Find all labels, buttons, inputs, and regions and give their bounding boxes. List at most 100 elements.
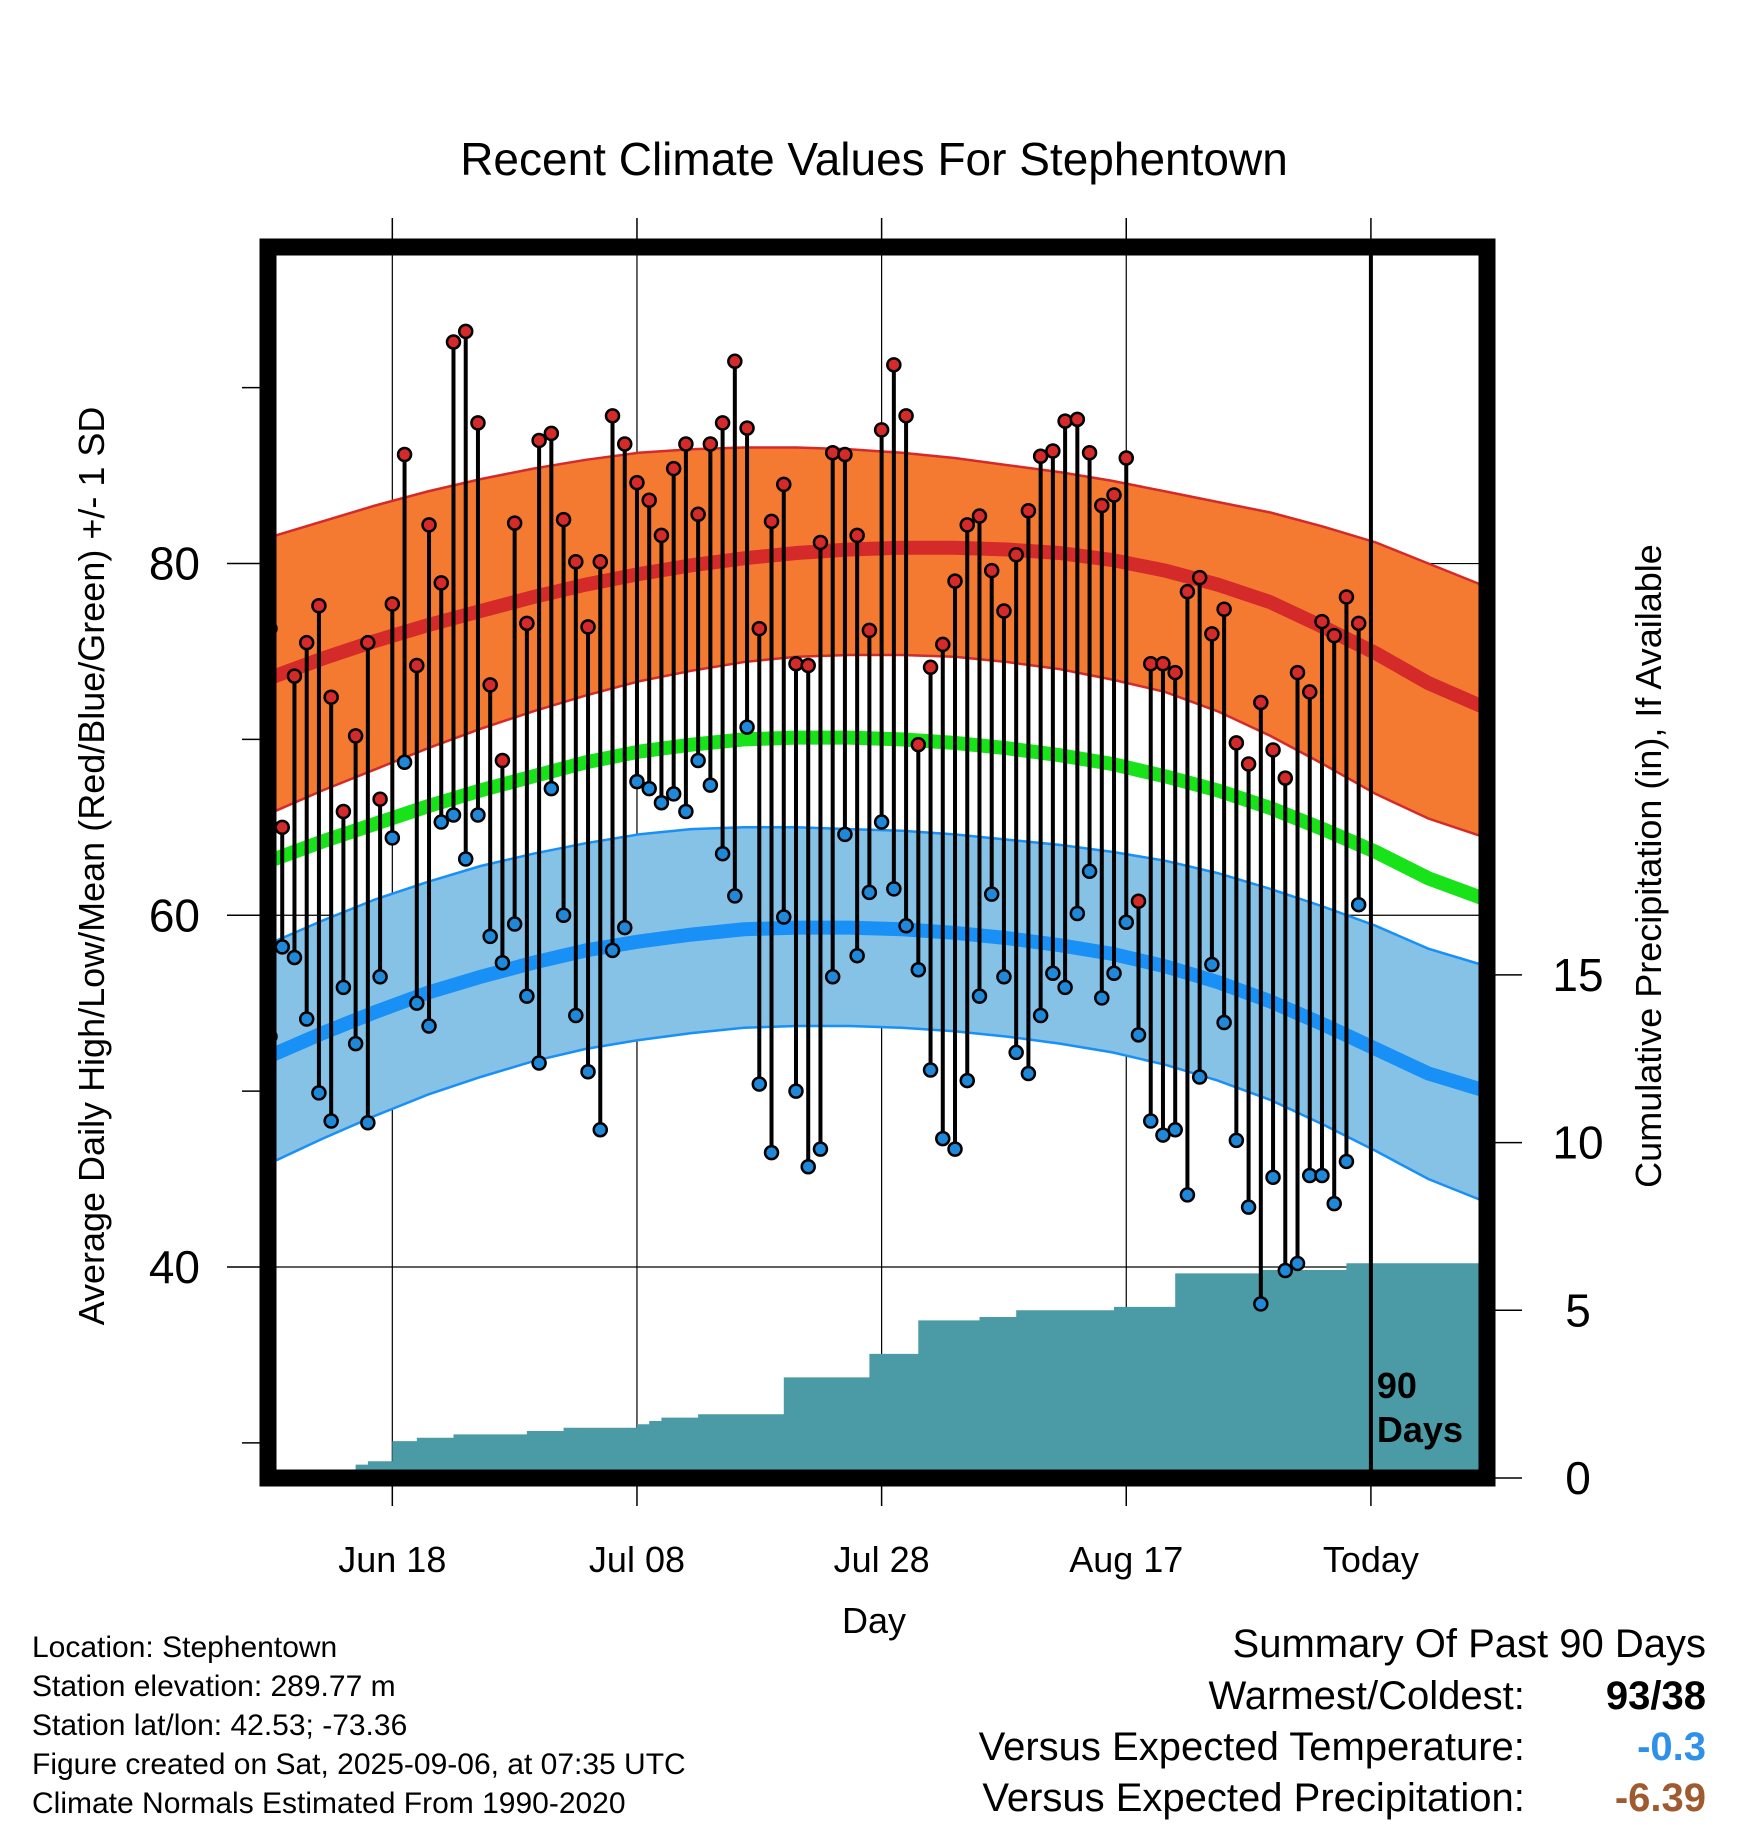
daily-low-point bbox=[727, 888, 743, 904]
daily-high-point bbox=[531, 432, 547, 449]
normal-high-band-upper-edge bbox=[269, 446, 1482, 586]
daily-high-point bbox=[1350, 615, 1367, 632]
daily-high-point bbox=[641, 492, 657, 508]
daily-high-point bbox=[421, 517, 437, 533]
daily-low-point bbox=[971, 988, 988, 1004]
daily-low-point bbox=[1277, 1262, 1294, 1279]
daily-high-point bbox=[1338, 589, 1355, 605]
daily-low-point bbox=[519, 988, 535, 1004]
daily-high-point bbox=[1191, 569, 1208, 586]
daily-high-point bbox=[494, 752, 511, 769]
daily-low-point bbox=[947, 1141, 963, 1157]
station-info: Location: Stephentown Station elevation:… bbox=[32, 1628, 686, 1823]
x-axis-ticks: Jun 18 Jul 08 Jul 28 Aug 17 Today bbox=[338, 218, 1419, 1580]
daily-high-point bbox=[604, 408, 621, 424]
x-tick-label: Today bbox=[1323, 1539, 1419, 1580]
daily-high-point bbox=[971, 508, 988, 524]
daily-low-point bbox=[910, 962, 927, 978]
daily-low-point bbox=[1094, 990, 1110, 1006]
daily-high-point bbox=[665, 460, 682, 477]
daily-high-point bbox=[1008, 547, 1024, 563]
daily-high-point bbox=[898, 408, 914, 424]
daily-low-point bbox=[1314, 1167, 1330, 1184]
daily-high-point bbox=[1045, 443, 1061, 459]
daily-low-point bbox=[580, 1064, 596, 1080]
daily-stems bbox=[268, 323, 1367, 1312]
daily-high-point bbox=[714, 415, 731, 431]
daily-high-point bbox=[739, 420, 755, 436]
daily-low-point bbox=[470, 807, 486, 823]
summary-warmest-coldest: Warmest/Coldest: 93/38 bbox=[979, 1671, 1707, 1722]
daily-high-point bbox=[1326, 627, 1342, 644]
daily-low-point bbox=[1240, 1199, 1257, 1215]
daily-low-point bbox=[494, 954, 511, 971]
normal-low-band bbox=[270, 827, 1481, 1201]
daily-low-point bbox=[886, 881, 902, 897]
daily-high-point bbox=[1118, 450, 1135, 466]
daily-high-point bbox=[286, 668, 303, 684]
daily-low-point bbox=[1106, 965, 1122, 982]
daily-high-point bbox=[616, 436, 633, 452]
daily-low-point bbox=[1045, 965, 1061, 982]
daily-low-point bbox=[396, 754, 413, 771]
daily-high-point bbox=[1253, 694, 1269, 711]
summary-versus-temp: Versus Expected Temperature: -0.3 bbox=[979, 1722, 1706, 1773]
precip-area bbox=[270, 1263, 1481, 1478]
daily-high-point bbox=[592, 554, 609, 570]
summary-versus-precip: Versus Expected Precipitation: -6.39 bbox=[979, 1773, 1706, 1824]
daily-high-point bbox=[690, 506, 706, 523]
y-tick-label: 40 bbox=[149, 1241, 200, 1293]
daily-low-point bbox=[335, 979, 352, 996]
daily-high-point bbox=[910, 736, 927, 753]
warmest-value: 93 bbox=[1605, 1674, 1651, 1718]
daily-low-point bbox=[824, 969, 841, 985]
daily-low-point bbox=[739, 719, 755, 735]
daily-high-point bbox=[837, 446, 853, 463]
daily-low-point bbox=[531, 1055, 547, 1071]
daily-high-point bbox=[445, 334, 462, 350]
daily-high-point bbox=[678, 436, 694, 452]
warmest-coldest-label: Warmest/Coldest: bbox=[1208, 1674, 1525, 1718]
daily-high-point bbox=[1314, 613, 1330, 630]
daily-high-point bbox=[812, 534, 829, 551]
x-tick-label: Jun 18 bbox=[338, 1539, 446, 1580]
daily-high-point bbox=[1179, 583, 1196, 600]
info-location: Location: Stephentown bbox=[32, 1631, 338, 1664]
daily-high-point bbox=[396, 446, 413, 463]
daily-low-point bbox=[1142, 1113, 1159, 1129]
daily-high-point bbox=[886, 357, 902, 373]
daily-low-point bbox=[1265, 1169, 1281, 1186]
info-elevation: Station elevation: 289.77 m bbox=[32, 1670, 396, 1703]
versus-temp-label: Versus Expected Temperature: bbox=[978, 1725, 1525, 1769]
daily-low-point bbox=[788, 1083, 804, 1099]
info-created: Figure created on Sat, 2025-09-06, at 07… bbox=[32, 1748, 686, 1781]
x-tick-label: Jul 28 bbox=[834, 1539, 930, 1580]
normal-low-band-upper-edge bbox=[269, 826, 1482, 966]
daily-high-point bbox=[506, 515, 523, 531]
info-latlon: Station lat/lon: 42.53; -73.36 bbox=[32, 1709, 408, 1742]
daily-low-point bbox=[665, 786, 682, 802]
y-tick-label: 80 bbox=[149, 538, 200, 590]
daily-low-point bbox=[409, 995, 425, 1011]
daily-low-point bbox=[543, 780, 560, 797]
daily-high-point bbox=[849, 527, 865, 544]
normal-high-band bbox=[270, 447, 1481, 837]
daily-high-point bbox=[763, 513, 780, 530]
daily-high-point bbox=[409, 657, 425, 674]
daily-high-point bbox=[751, 620, 768, 637]
daily-high-point bbox=[947, 573, 963, 589]
daily-low-point bbox=[1179, 1187, 1196, 1203]
daily-low-point bbox=[1069, 905, 1086, 922]
daily-low-point bbox=[1253, 1296, 1269, 1312]
daily-low-point bbox=[873, 814, 890, 830]
y2-tick-label: 0 bbox=[1565, 1452, 1591, 1504]
daily-high-point bbox=[1057, 413, 1073, 429]
daily-low-point bbox=[837, 826, 853, 843]
daily-high-point bbox=[1277, 770, 1294, 786]
daily-low-point bbox=[1338, 1153, 1355, 1170]
daily-low-point bbox=[922, 1062, 939, 1078]
daily-low-point bbox=[506, 916, 523, 932]
y2-tick-label: 10 bbox=[1552, 1117, 1603, 1169]
daily-high-point bbox=[335, 803, 352, 820]
